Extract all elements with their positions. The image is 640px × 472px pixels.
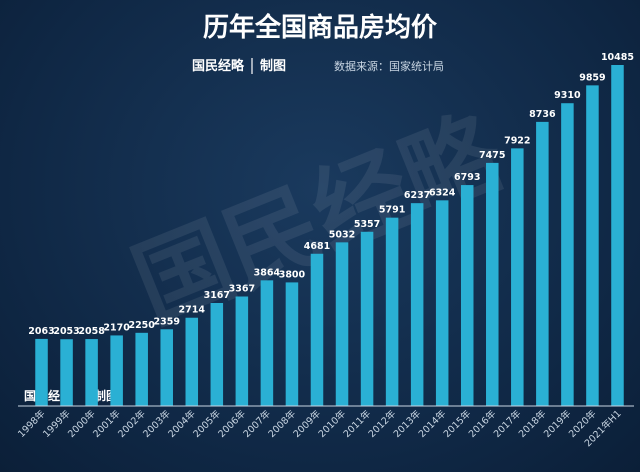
bar-2015年	[460, 185, 474, 406]
bar-value-label: 6237	[404, 190, 430, 201]
x-tick-labels: 1998年1999年2000年2001年2002年2003年2004年2005年…	[15, 407, 623, 449]
bar-2005年	[210, 303, 224, 406]
bar-2020年	[586, 85, 599, 407]
bar-2000年	[85, 339, 98, 406]
bar-value-label: 8736	[529, 109, 556, 120]
bar-value-label: 7475	[479, 150, 505, 161]
bar-2001年	[110, 335, 123, 406]
bar-1998年	[35, 338, 48, 406]
bar-value-label: 2058	[78, 326, 105, 337]
bar-value-label: 2170	[103, 322, 130, 333]
bar-2007年	[260, 280, 274, 406]
bar-2010年	[335, 242, 349, 406]
bar-2004年	[185, 317, 199, 406]
chart-title: 历年全国商品房均价	[203, 12, 438, 43]
bar-1999年	[60, 339, 73, 406]
bar-2009年	[310, 253, 324, 406]
bar-value-label: 9310	[554, 90, 581, 101]
bar-2011年	[360, 231, 374, 406]
bar-value-label: 3864	[254, 267, 281, 278]
bar-2003年	[160, 329, 173, 406]
bar-value-label: 5357	[354, 219, 380, 230]
bar-value-label: 6324	[429, 187, 456, 198]
bar-2013年	[410, 203, 424, 406]
bar-2017年	[511, 148, 524, 407]
bar-value-label: 10485	[601, 52, 634, 63]
bar-2014年	[435, 200, 449, 406]
bar-2021年H1	[611, 65, 624, 406]
bar-value-label: 3167	[204, 290, 230, 301]
bar-2012年	[385, 217, 399, 406]
made-by-label: 制图	[260, 58, 286, 74]
bar-value-label: 7922	[504, 135, 530, 146]
bar-2019年	[561, 103, 574, 407]
bar-value-label: 3800	[279, 269, 306, 280]
bar-value-label: 4681	[304, 241, 330, 252]
bar-value-label: 2250	[128, 320, 155, 331]
bar-value-label: 5032	[329, 229, 355, 240]
bar-2002年	[135, 332, 148, 406]
bar-value-label: 2714	[179, 305, 206, 316]
bar-2016年	[486, 162, 499, 406]
brand-label: 国民经略	[192, 58, 245, 74]
bar-value-label: 3367	[229, 284, 255, 295]
bar-value-label: 2359	[154, 316, 180, 327]
bar-2008年	[285, 282, 299, 406]
bar-2006年	[235, 296, 249, 406]
bar-value-label: 6793	[454, 172, 480, 183]
source-label: 数据来源：国家统计局	[334, 59, 444, 73]
bar-value-label: 5791	[379, 205, 405, 216]
bar-2018年	[536, 121, 549, 406]
bar-value-label: 2063	[28, 326, 54, 337]
bar-value-label: 9859	[579, 72, 605, 83]
bar-value-label: 2053	[53, 326, 79, 337]
